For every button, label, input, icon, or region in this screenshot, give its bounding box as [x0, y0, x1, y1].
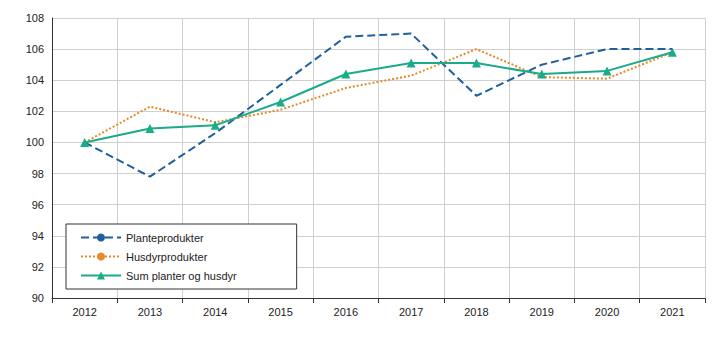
svg-text:92: 92 [32, 261, 44, 273]
svg-text:2018: 2018 [464, 306, 488, 318]
svg-text:2015: 2015 [268, 306, 292, 318]
svg-text:Husdyrprodukter: Husdyrprodukter [126, 251, 208, 263]
svg-text:90: 90 [32, 292, 44, 304]
svg-text:94: 94 [32, 230, 44, 242]
svg-text:104: 104 [26, 74, 44, 86]
svg-text:2019: 2019 [530, 306, 554, 318]
svg-text:2021: 2021 [660, 306, 684, 318]
svg-text:Planteprodukter: Planteprodukter [126, 232, 204, 244]
svg-text:2013: 2013 [138, 306, 162, 318]
svg-text:106: 106 [26, 43, 44, 55]
svg-text:98: 98 [32, 168, 44, 180]
svg-text:2017: 2017 [399, 306, 423, 318]
svg-text:100: 100 [26, 136, 44, 148]
svg-text:2016: 2016 [334, 306, 358, 318]
svg-text:2020: 2020 [595, 306, 619, 318]
svg-text:2012: 2012 [72, 306, 96, 318]
svg-text:2014: 2014 [203, 306, 227, 318]
svg-text:Sum planter og husdyr: Sum planter og husdyr [126, 270, 237, 282]
svg-text:108: 108 [26, 12, 44, 24]
svg-text:96: 96 [32, 199, 44, 211]
svg-text:102: 102 [26, 105, 44, 117]
